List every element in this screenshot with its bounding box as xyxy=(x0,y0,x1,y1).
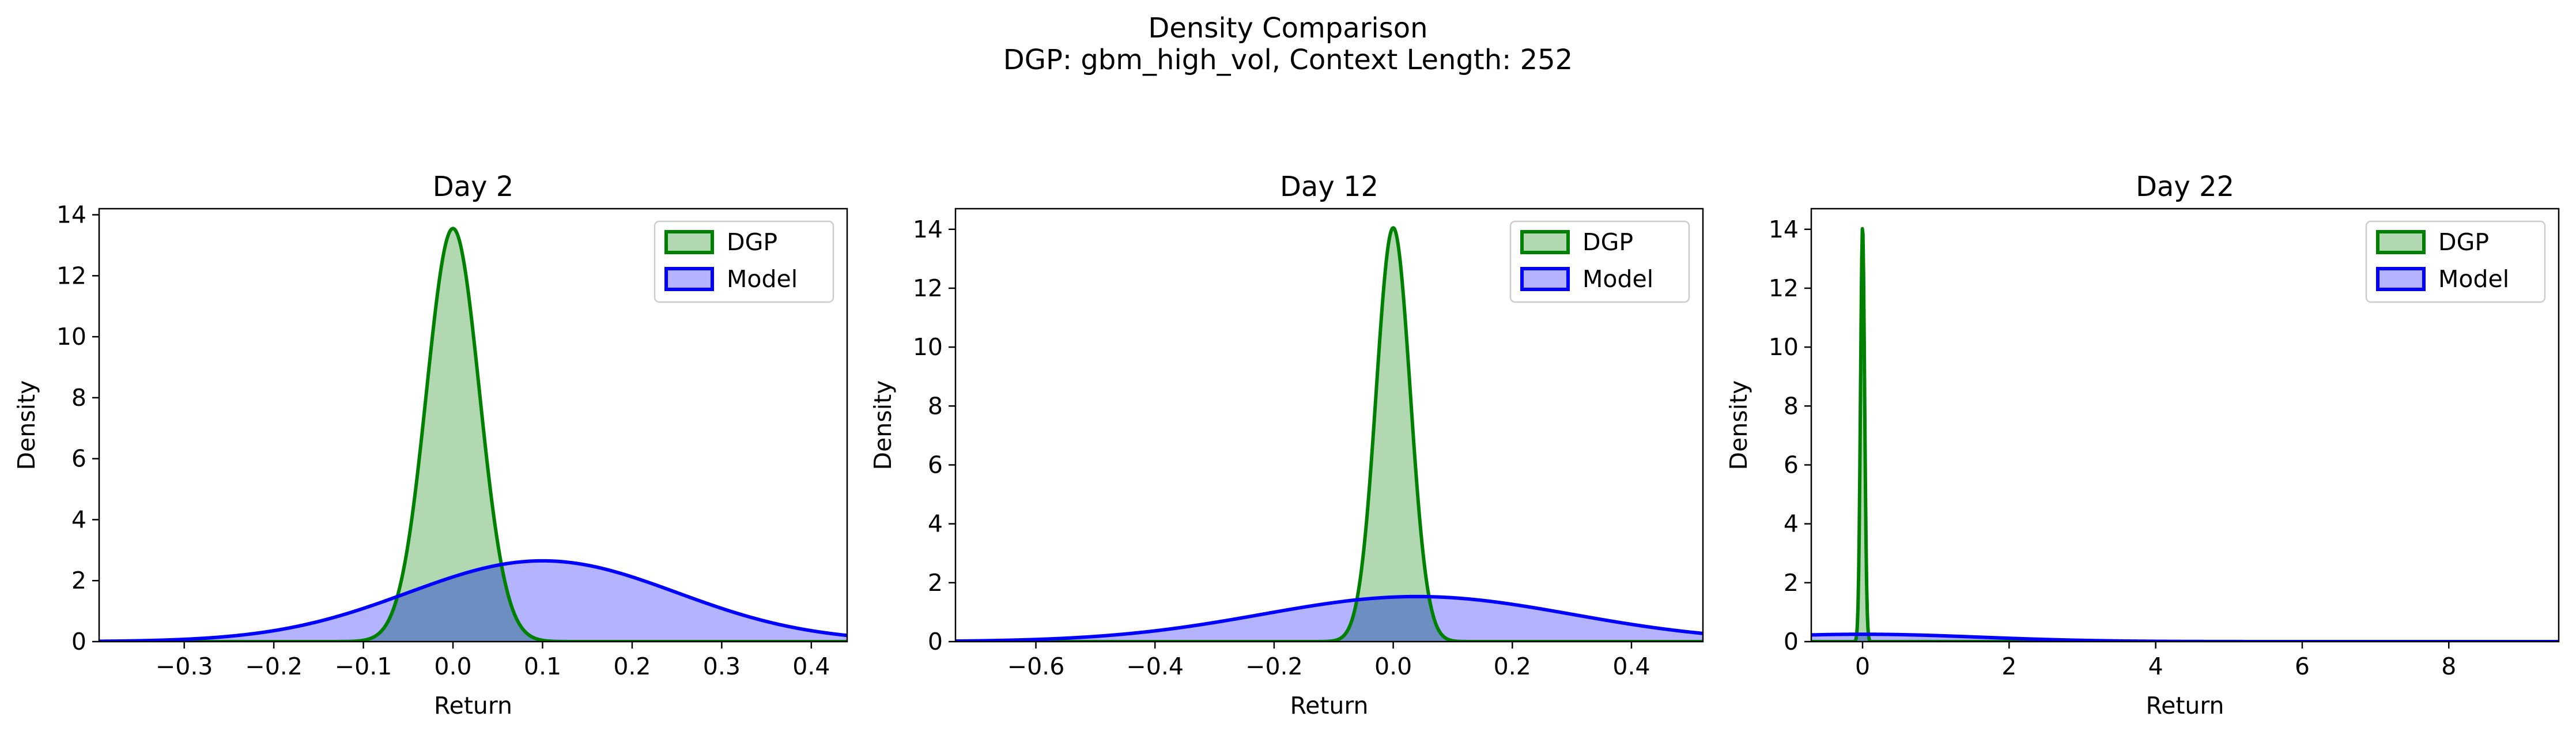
subplot-2: −0.6 −0.4 −0.2 0.0 0.2 0.4 0 2 4 6 8 10 12 14 Return De… xyxy=(869,171,1704,719)
figure-subtitle: DGP: gbm_high_vol, Context Length: 252 xyxy=(1003,44,1573,76)
y-tick-label: 10 xyxy=(913,333,943,361)
model-legend-label: Model xyxy=(1582,265,1653,293)
model-area xyxy=(955,596,1703,642)
overlap-area xyxy=(99,564,847,642)
y-axis-label: Density xyxy=(13,380,40,470)
x-tick-label: 0.0 xyxy=(1374,653,1412,680)
y-tick-label: 6 xyxy=(71,445,86,473)
x-tick-label: 6 xyxy=(2295,653,2310,680)
y-tick-label: 12 xyxy=(1769,274,1799,302)
y-tick-label: 0 xyxy=(71,628,86,655)
model-legend-swatch xyxy=(1520,267,1570,291)
x-axis-label: Return xyxy=(434,692,512,719)
x-tick-label: −0.2 xyxy=(245,653,303,680)
subplot-title: Day 2 xyxy=(433,171,514,203)
y-tick-label: 0 xyxy=(1784,628,1799,655)
x-axis-label: Return xyxy=(1290,692,1368,719)
y-tick-label: 14 xyxy=(1769,216,1799,243)
x-tick-label: 0.2 xyxy=(1494,653,1531,680)
axes-frame xyxy=(954,208,1704,643)
dgp-legend-swatch xyxy=(1520,230,1570,254)
y-tick-label: 14 xyxy=(56,201,86,229)
y-tick-label: 4 xyxy=(71,506,86,533)
y-tick-label: 10 xyxy=(56,323,86,350)
axes-frame xyxy=(1810,208,2560,643)
y-tick-label: 8 xyxy=(71,384,86,412)
y-tick-label: 12 xyxy=(913,274,943,302)
dgp-legend-label: DGP xyxy=(1582,228,1633,256)
dgp-legend-swatch xyxy=(664,230,714,254)
model-density-line xyxy=(955,594,1703,642)
y-tick-label: 2 xyxy=(928,569,943,597)
x-axis-label: Return xyxy=(2146,692,2224,719)
x-tick-label: 0.4 xyxy=(1612,653,1650,680)
x-tick-label: 0.2 xyxy=(613,653,651,680)
legend: DGP Model xyxy=(654,220,834,303)
y-tick-label: 8 xyxy=(1784,392,1799,420)
dgp-area xyxy=(99,228,847,642)
model-area xyxy=(1811,634,2559,642)
x-tick-label: −0.2 xyxy=(1245,653,1303,680)
x-tick-label: −0.4 xyxy=(1126,653,1184,680)
y-tick-label: 2 xyxy=(1784,569,1799,597)
y-tick-label: 12 xyxy=(56,262,86,289)
y-axis-label: Density xyxy=(869,380,897,470)
y-tick-label: 14 xyxy=(913,216,943,243)
figure-title: Density Comparison xyxy=(1148,12,1428,44)
x-tick-label: 0.1 xyxy=(524,653,561,680)
x-tick-label: 0.4 xyxy=(792,653,830,680)
y-tick-label: 0 xyxy=(928,628,943,655)
subplot-3: 0 2 4 6 8 0 2 4 6 8 10 12 14 Return Density Day 22 DGP Mo… xyxy=(1725,171,2560,719)
y-tick-label: 2 xyxy=(71,567,86,594)
model-legend-swatch xyxy=(2376,267,2426,291)
subplot-title: Day 22 xyxy=(2136,171,2234,203)
dgp-legend-swatch xyxy=(2376,230,2426,254)
model-legend-label: Model xyxy=(2438,265,2509,293)
dgp-legend-label: DGP xyxy=(2438,228,2489,256)
subplot-title: Day 12 xyxy=(1280,171,1378,203)
model-legend-label: Model xyxy=(727,265,798,293)
model-density-line xyxy=(99,559,847,642)
y-tick-label: 4 xyxy=(1784,510,1799,538)
x-tick-label: −0.1 xyxy=(335,653,392,680)
y-tick-label: 6 xyxy=(928,451,943,478)
y-tick-label: 10 xyxy=(1769,333,1799,361)
x-tick-label: −0.3 xyxy=(156,653,213,680)
x-tick-label: −0.6 xyxy=(1007,653,1065,680)
dgp-legend-label: DGP xyxy=(727,228,777,256)
x-tick-label: 0.3 xyxy=(703,653,741,680)
legend: DGP Model xyxy=(2365,220,2546,303)
legend: DGP Model xyxy=(1509,220,1690,303)
plot-area xyxy=(99,227,847,642)
x-tick-label: 0.0 xyxy=(434,653,471,680)
x-tick-label: 2 xyxy=(2001,653,2016,680)
y-axis-label: Density xyxy=(1725,380,1752,470)
x-tick-label: 4 xyxy=(2148,653,2163,680)
x-tick-label: 8 xyxy=(2441,653,2456,680)
model-legend-swatch xyxy=(664,267,714,291)
subplot-1: −0.3 −0.2 −0.1 0.0 0.1 0.2 0.3 0.4 0 2 4 6 8 10 12 14 Re… xyxy=(13,171,848,719)
y-tick-label: 6 xyxy=(1784,451,1799,478)
dgp-density-line xyxy=(99,227,847,642)
axes-frame xyxy=(98,208,848,643)
y-tick-label: 4 xyxy=(928,510,943,538)
x-tick-label: 0 xyxy=(1855,653,1870,680)
y-tick-label: 8 xyxy=(928,392,943,420)
